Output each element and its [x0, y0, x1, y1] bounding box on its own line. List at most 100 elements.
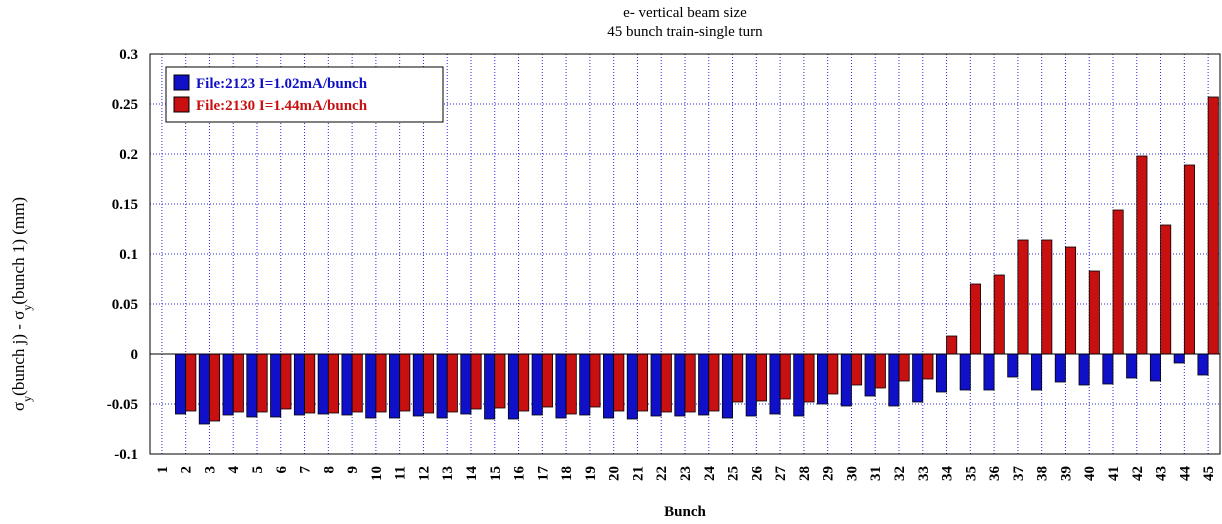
x-tick-label: 13: [440, 466, 456, 481]
bar-red-29: [827, 353, 839, 395]
y-tick-label: 0.2: [119, 147, 138, 163]
x-tick-label: 37: [1011, 466, 1027, 482]
x-tick-label: 6: [274, 466, 290, 474]
x-tick-label: 25: [726, 466, 742, 481]
legend: File:2123 I=1.02mA/bunch File:2130 I=1.4…: [165, 66, 444, 123]
bar-red-21: [637, 353, 649, 412]
x-tick-label: 24: [702, 466, 718, 482]
x-tick-label: 17: [535, 466, 551, 482]
bar-red-16: [518, 353, 530, 412]
bar-red-36: [993, 274, 1005, 355]
x-axis-label: Bunch: [664, 504, 706, 520]
bar-red-43: [1160, 224, 1172, 355]
x-tick-label: 32: [892, 466, 908, 481]
bar-blue-17: [531, 353, 543, 416]
x-tick-label: 7: [298, 466, 314, 474]
y-tick-label: 0.05: [112, 297, 138, 313]
bar-blue-5: [246, 353, 258, 418]
bar-blue-6: [270, 353, 282, 418]
bar-blue-18: [555, 353, 567, 419]
bar-blue-4: [222, 353, 234, 416]
bar-red-5: [256, 353, 268, 413]
bar-blue-3: [198, 353, 210, 425]
y-tick-label: 0.3: [119, 47, 138, 63]
bar-blue-16: [507, 353, 519, 420]
bar-blue-24: [698, 353, 710, 416]
bar-red-40: [1088, 270, 1100, 355]
bar-red-13: [446, 353, 458, 413]
x-tick-label: 22: [654, 466, 670, 481]
bar-blue-21: [626, 353, 638, 420]
bar-red-17: [541, 353, 553, 408]
bar-red-6: [280, 353, 292, 410]
x-tick-label: 16: [512, 466, 528, 482]
bar-red-44: [1183, 164, 1195, 355]
legend-box: [165, 66, 444, 123]
x-tick-label: 34: [940, 466, 956, 482]
bar-blue-40: [1078, 353, 1090, 386]
x-tick-label: 23: [678, 466, 694, 481]
x-tick-label: 21: [630, 466, 646, 481]
x-tick-label: 27: [773, 466, 789, 482]
axes: [149, 53, 1221, 455]
bar-red-26: [755, 353, 767, 402]
bar-red-14: [470, 353, 482, 410]
bar-red-20: [613, 353, 625, 412]
x-tick-label: 15: [488, 466, 504, 481]
bar-red-7: [304, 353, 316, 414]
bar-blue-31: [864, 353, 876, 397]
legend-swatch-red: [173, 96, 190, 113]
bar-blue-12: [412, 353, 424, 417]
bar-red-3: [209, 353, 221, 422]
x-tick-label: 43: [1154, 466, 1170, 481]
bar-red-9: [351, 353, 363, 413]
bar-blue-36: [983, 353, 995, 391]
x-tick-label: 36: [987, 466, 1003, 482]
bar-blue-19: [579, 353, 591, 416]
x-tick-label: 11: [393, 466, 409, 480]
y-tick-label: 0.25: [112, 97, 138, 113]
bar-blue-34: [935, 353, 947, 393]
bar-blue-33: [912, 353, 924, 403]
bar-red-25: [732, 353, 744, 403]
bar-red-35: [969, 283, 981, 355]
bar-blue-28: [793, 353, 805, 417]
y-axis-label-suffix: (bunch 1) (mm): [9, 197, 28, 305]
x-tick-label: 20: [607, 466, 623, 481]
chart-subtitle: 45 bunch train-single turn: [607, 24, 763, 40]
bar-red-11: [399, 353, 411, 412]
x-tick-label: 3: [202, 466, 218, 474]
bar-blue-11: [389, 353, 401, 419]
x-tick-label: 9: [345, 466, 361, 474]
x-tick-label: 41: [1106, 466, 1122, 481]
legend-label-blue: File:2123 I=1.02mA/bunch: [196, 76, 368, 92]
x-tick-label: 8: [321, 466, 337, 474]
bar-red-22: [660, 353, 672, 413]
bar-blue-37: [1007, 353, 1019, 378]
x-tick-label: 4: [226, 466, 242, 474]
x-tick-label: 30: [844, 466, 860, 481]
x-tick-label: 31: [868, 466, 884, 481]
x-tick-label: 1: [155, 466, 171, 474]
x-tick-label: 44: [1177, 466, 1193, 482]
bar-red-19: [589, 353, 601, 408]
bar-red-27: [779, 353, 791, 400]
bar-blue-23: [674, 353, 686, 417]
x-tick-label: 39: [1058, 466, 1074, 481]
bar-blue-26: [745, 353, 757, 417]
bar-red-8: [327, 353, 339, 414]
y-tick-label: -0.05: [107, 397, 138, 413]
x-tick-label: 12: [416, 466, 432, 481]
bar-red-28: [803, 353, 815, 403]
bar-blue-15: [484, 353, 496, 420]
bar-blue-14: [460, 353, 472, 415]
bar-blue-8: [317, 353, 329, 415]
bar-blue-20: [603, 353, 615, 419]
x-tick-label: 2: [179, 466, 195, 474]
bar-blue-43: [1149, 353, 1161, 382]
y-tick-label: 0.15: [112, 197, 138, 213]
x-tick-label: 45: [1201, 466, 1217, 481]
x-tick-label: 33: [916, 466, 932, 481]
x-tick-labels: 1 2 3 4 5 6 7 8 9 10 11 12 13 14 15 16 17 18 19 20 21 22 23 24 2…: [155, 466, 1217, 482]
bar-red-2: [185, 353, 197, 412]
